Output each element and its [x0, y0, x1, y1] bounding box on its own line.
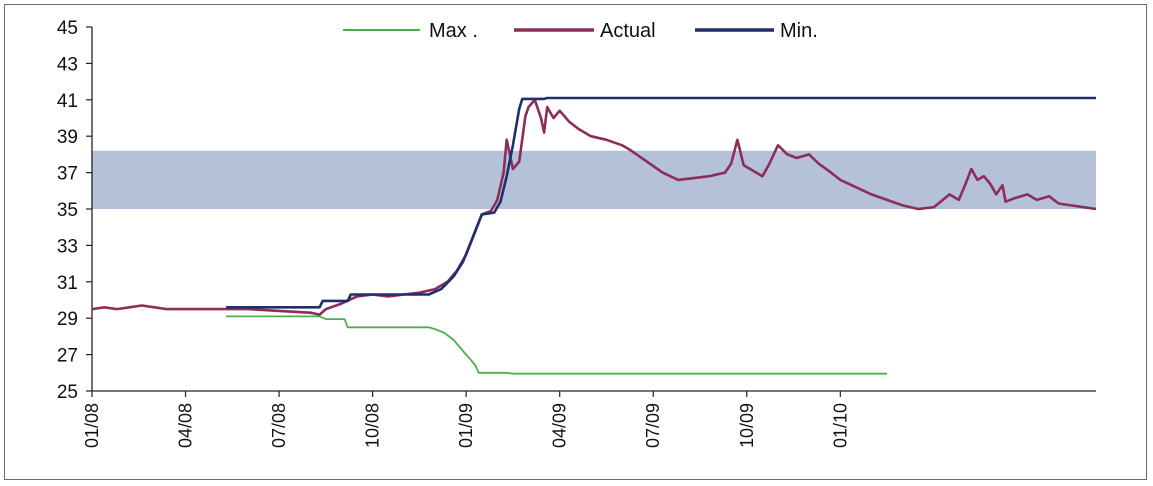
y-tick-label: 39: [57, 127, 78, 148]
y-tick-label: 41: [57, 91, 78, 112]
y-tick-label: 25: [57, 382, 78, 403]
y-tick-label: 43: [57, 54, 78, 75]
series-line-max: [226, 315, 888, 375]
x-tick-label: 04/09: [550, 403, 570, 448]
range-band: [92, 150, 1096, 209]
x-tick-label: 01/10: [830, 403, 850, 448]
series-lines: [91, 96, 1097, 375]
x-tick-label: 10/09: [737, 403, 757, 448]
x-tick-label: 10/08: [363, 403, 383, 448]
y-tick-label: 29: [57, 309, 78, 330]
legend-label-min: Min.: [780, 20, 818, 42]
legend: Max . Actual Min.: [343, 20, 818, 42]
y-tick-label: 35: [57, 200, 78, 221]
x-tick-label: 07/08: [269, 403, 289, 448]
x-tick-label: 07/09: [643, 403, 663, 448]
y-tick-label: 37: [57, 164, 78, 185]
axes: 25 27 29 31 33 35 37 39 41 43 45 01/08 04/08 07/08 10/…: [57, 18, 1096, 448]
y-tick-label: 45: [57, 18, 78, 39]
chart-frame: [4, 4, 1147, 480]
legend-label-max: Max .: [429, 20, 478, 42]
y-tick-label: 33: [57, 236, 78, 257]
legend-label-actual: Actual: [600, 20, 656, 42]
y-tick-label: 31: [57, 273, 78, 294]
series-line-actual: [91, 98, 1097, 316]
series-line-min: [226, 96, 1096, 309]
x-tick-label: 04/08: [176, 403, 196, 448]
shaded-range-band: [92, 150, 1096, 209]
y-tick-label: 27: [57, 346, 78, 367]
x-tick-label: 01/09: [456, 403, 476, 448]
x-tick-label: 01/08: [82, 403, 102, 448]
